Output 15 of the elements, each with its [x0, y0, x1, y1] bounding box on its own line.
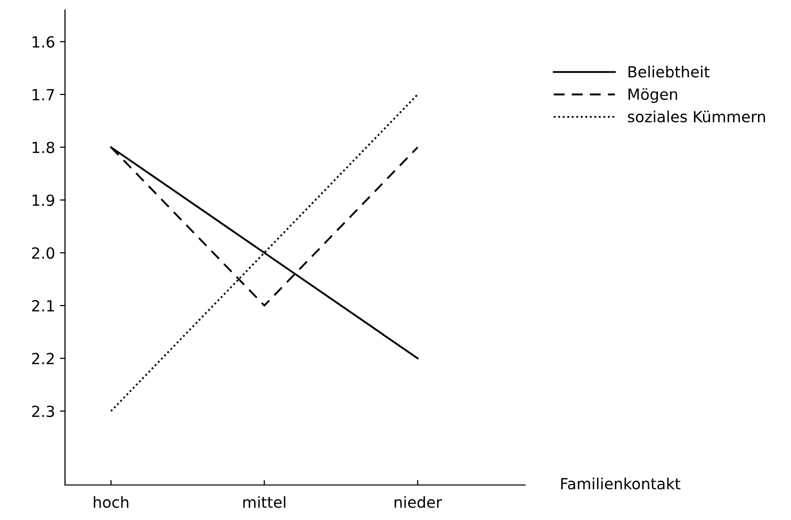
x-tick-label: nieder: [394, 496, 442, 508]
x-tick-label: hoch: [94, 496, 128, 508]
x-axis-title: Familienkontakt: [561, 478, 680, 490]
x-tick-label: mittel: [243, 496, 286, 508]
y-tick-label: 2.3: [32, 406, 54, 418]
y-tick-label: 2.0: [32, 247, 54, 259]
y-tick-label: 1.6: [32, 36, 54, 48]
legend-label: Mögen: [628, 88, 678, 103]
y-tick-label: 2.2: [32, 352, 54, 364]
legend-label: Beliebtheit: [628, 66, 710, 78]
legend-label: soziales Kümmern: [628, 110, 765, 122]
y-tick-label: 1.7: [32, 89, 54, 100]
y-tick-label: 1.8: [32, 142, 54, 154]
y-tick-label: 2.1: [32, 300, 54, 312]
y-tick-label: 1.9: [32, 194, 54, 206]
